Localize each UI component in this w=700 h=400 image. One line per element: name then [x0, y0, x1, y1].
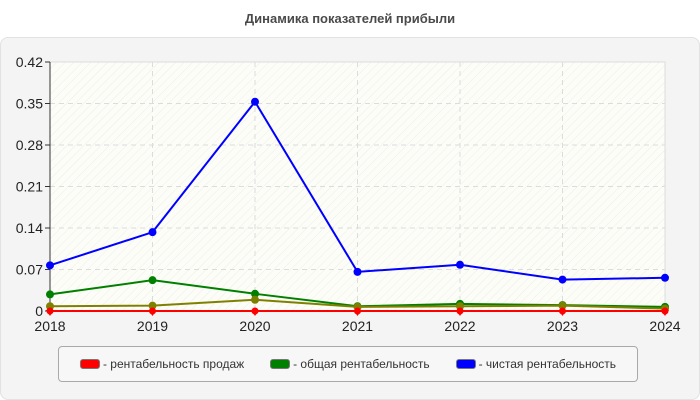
x-tick-label: 2021: [342, 318, 373, 334]
axes: 0 0.07 0.14 0.21 0.28 0.35 0.42 2018 2019 2020 202…: [16, 54, 681, 334]
data-point[interactable]: [46, 261, 54, 270]
legend: - рентабельность продаж - общая рентабел…: [58, 346, 638, 382]
data-point[interactable]: [46, 307, 54, 315]
y-tick-label: 0: [35, 303, 43, 319]
data-point[interactable]: [251, 97, 259, 106]
legend-swatch-blue: [455, 359, 476, 369]
x-tick-label: 2023: [547, 318, 578, 334]
legend-item-total-profitability[interactable]: - общая рентабельность: [270, 357, 430, 371]
data-point[interactable]: [46, 290, 54, 299]
y-tick-label: 0.28: [16, 137, 43, 153]
y-tick-label: 0.14: [16, 220, 43, 236]
x-tick-label: 2020: [239, 318, 270, 334]
data-point[interactable]: [353, 267, 362, 276]
x-tick-label: 2018: [34, 318, 65, 334]
data-point[interactable]: [456, 260, 464, 269]
data-point[interactable]: [148, 276, 157, 285]
x-tick-label: 2022: [444, 318, 475, 334]
data-point[interactable]: [559, 307, 566, 315]
data-point[interactable]: [251, 295, 259, 304]
y-tick-label: 0.35: [16, 96, 43, 112]
data-point[interactable]: [251, 307, 259, 315]
legend-item-sales-profitability[interactable]: - рентабельность продаж: [79, 357, 245, 371]
data-point[interactable]: [558, 301, 567, 310]
legend-swatch-red: [79, 359, 100, 369]
legend-label: - общая рентабельность: [293, 357, 430, 371]
x-tick-label: 2019: [137, 318, 168, 334]
chart-title: Динамика показателей прибыли: [244, 11, 456, 26]
data-point[interactable]: [149, 307, 156, 315]
data-point[interactable]: [148, 301, 157, 310]
legend-item-net-profitability[interactable]: - чистая рентабельность: [455, 357, 617, 371]
x-tick-label: 2024: [649, 318, 680, 334]
gridlines: [50, 62, 665, 311]
data-series: [46, 97, 669, 316]
data-point[interactable]: [661, 307, 669, 315]
legend-swatch-green: [270, 359, 291, 369]
y-tick-label: 0.21: [16, 179, 43, 195]
data-point[interactable]: [456, 307, 464, 315]
y-tick-label: 0.07: [16, 262, 43, 278]
data-point[interactable]: [251, 289, 259, 298]
y-tick-label: 0.42: [16, 54, 43, 70]
data-point[interactable]: [558, 275, 567, 284]
data-point[interactable]: [661, 273, 669, 282]
data-point[interactable]: [148, 228, 157, 237]
data-point[interactable]: [354, 307, 361, 315]
legend-label: - рентабельность продаж: [102, 357, 245, 371]
legend-label: - чистая рентабельность: [478, 357, 617, 371]
